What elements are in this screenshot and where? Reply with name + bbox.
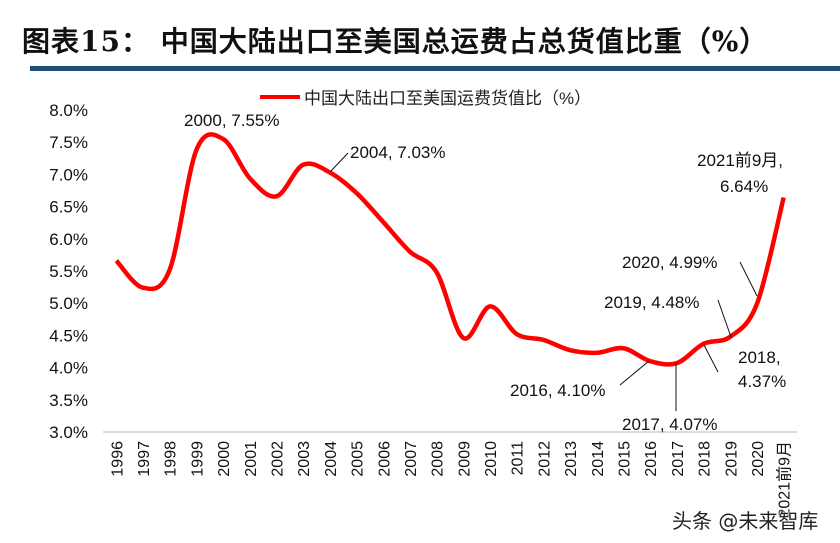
annotation-2004: 2004, 7.03% bbox=[350, 143, 445, 162]
annotation-2016: 2016, 4.10% bbox=[510, 381, 605, 400]
x-tick-label: 1996 bbox=[109, 441, 126, 477]
x-tick-label: 2011 bbox=[510, 441, 527, 476]
x-tick-label: 2019 bbox=[723, 441, 740, 477]
annotation-2000: 2000, 7.55% bbox=[184, 111, 279, 130]
annotation-2021-value: 6.64% bbox=[720, 177, 768, 196]
leader-line bbox=[703, 344, 719, 373]
x-tick-label: 2020 bbox=[750, 441, 767, 477]
y-tick-label: 5.5% bbox=[49, 262, 88, 281]
annotation-2021: 2021前9月, bbox=[697, 151, 783, 170]
x-tick-label: 2015 bbox=[617, 441, 634, 477]
leader-line bbox=[619, 360, 650, 386]
x-tick-label: 2006 bbox=[376, 441, 393, 477]
annotation-2020: 2020, 4.99% bbox=[622, 253, 717, 272]
x-axis: 1996 1997 1998 1999 2000 2001 2002 2003 2004 2005… bbox=[103, 431, 797, 518]
annotation-2019: 2019, 4.48% bbox=[604, 293, 699, 312]
x-tick-label: 2007 bbox=[403, 441, 420, 477]
y-tick-label: 3.0% bbox=[49, 423, 88, 442]
x-tick-label: 2008 bbox=[430, 441, 447, 477]
annotations: 2000, 7.55% 2004, 7.03% 2021前9月, 6.64% 2… bbox=[184, 111, 786, 434]
y-tick-label: 8.0% bbox=[49, 101, 88, 120]
y-tick-label: 4.5% bbox=[49, 326, 88, 345]
x-tick-label: 2016 bbox=[643, 441, 660, 477]
title-divider bbox=[30, 66, 840, 71]
y-tick-label: 7.0% bbox=[49, 165, 88, 184]
x-tick-label: 2000 bbox=[216, 441, 233, 477]
x-tick-label: 2002 bbox=[270, 441, 287, 477]
annotation-2018-value: 4.37% bbox=[738, 372, 786, 391]
x-tick-label: 2003 bbox=[296, 441, 313, 477]
x-tick-label: 2021前9月 bbox=[776, 441, 794, 518]
legend: 中国大陆出口至美国运费货值比（%） bbox=[260, 89, 591, 108]
x-tick-label: 1999 bbox=[189, 441, 206, 477]
y-tick-label: 7.5% bbox=[49, 133, 88, 152]
annotation-2018: 2018, bbox=[738, 348, 781, 367]
x-tick-label: 2013 bbox=[563, 441, 580, 477]
leader-line bbox=[329, 152, 349, 173]
x-tick-label: 2017 bbox=[670, 441, 687, 477]
leader-line bbox=[739, 261, 758, 297]
x-tick-label: 1998 bbox=[163, 441, 180, 477]
series-path bbox=[114, 132, 786, 367]
y-tick-label: 6.5% bbox=[49, 198, 88, 217]
series-line bbox=[114, 132, 786, 367]
figure-title: 图表15： 中国大陆出口至美国总运费占总货值比重（%） bbox=[22, 25, 769, 58]
x-tick-label: 2014 bbox=[590, 441, 607, 477]
x-tick-label: 2012 bbox=[536, 441, 553, 477]
watermark: 头条 @未来智库 bbox=[672, 509, 819, 533]
legend-label: 中国大陆出口至美国运费货值比（%） bbox=[304, 89, 591, 108]
x-tick-label: 2018 bbox=[697, 441, 714, 477]
y-tick-label: 3.5% bbox=[49, 391, 88, 410]
annotation-2017: 2017, 4.07% bbox=[622, 415, 717, 434]
x-tick-label: 2010 bbox=[483, 441, 500, 477]
y-tick-label: 5.0% bbox=[49, 294, 88, 313]
x-tick-label: 2004 bbox=[323, 441, 340, 477]
x-tick-label: 2009 bbox=[456, 441, 473, 477]
x-tick-label: 1997 bbox=[136, 441, 153, 477]
y-tick-label: 6.0% bbox=[49, 230, 88, 249]
y-tick-label: 4.0% bbox=[49, 359, 88, 378]
leader-line bbox=[717, 299, 732, 338]
x-tick-label: 2001 bbox=[243, 441, 260, 477]
x-tick-label: 2005 bbox=[350, 441, 367, 477]
y-axis: 3.0% 3.5% 4.0% 4.5% 5.0% 5.5% 6.0% 6.5% 7.0% 7.5%… bbox=[49, 101, 88, 442]
